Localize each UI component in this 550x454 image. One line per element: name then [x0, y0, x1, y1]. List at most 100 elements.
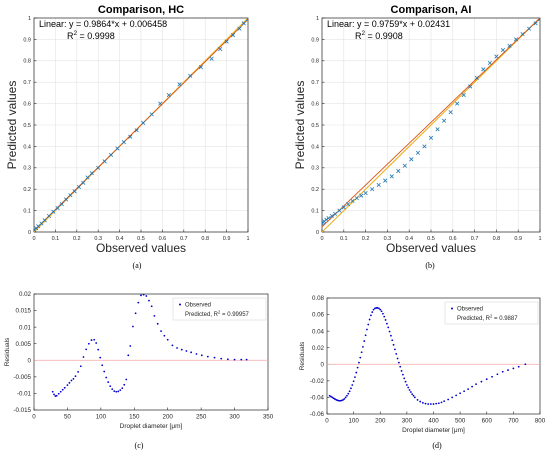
r-squared-label: R: [67, 31, 74, 41]
data-point: [367, 323, 370, 326]
x-tick-label: 0.8: [493, 236, 501, 242]
data-point: [527, 26, 532, 31]
y-tick-label: 0.4: [23, 144, 31, 150]
data-point: [366, 328, 368, 331]
data-point: [79, 365, 82, 368]
x-tick-label: 0.7: [180, 236, 188, 242]
data-point: [402, 163, 407, 168]
data-point: [160, 330, 162, 333]
x-axis-label: Observed values: [96, 241, 186, 255]
data-point: [198, 65, 204, 70]
data-point: [363, 340, 366, 342]
x-tick-label: 350: [263, 414, 274, 421]
legend-predicted-text: Predicted, R: [457, 316, 491, 322]
data-point: [376, 182, 381, 188]
legend-predicted-sup: 2: [218, 310, 221, 315]
data-point: [123, 383, 126, 386]
data-point: [474, 75, 479, 81]
data-point: [359, 356, 362, 359]
data-point: [82, 356, 85, 358]
data-point: [55, 205, 60, 211]
data-point: [70, 379, 73, 382]
y-tick-label: 0.6: [23, 102, 31, 108]
data-point: [348, 390, 351, 393]
figure-caption: (b): [425, 261, 435, 270]
data-point: [487, 60, 492, 66]
data-point: [338, 399, 340, 402]
data-point: [441, 118, 447, 123]
data-point: [68, 193, 73, 198]
data-point: [401, 373, 404, 376]
figure-caption: (c): [135, 441, 144, 450]
data-point: [391, 339, 394, 342]
x-axis-label: Observed values: [386, 241, 476, 255]
r-squared: R2 = 0.9908: [355, 30, 403, 41]
data-point: [432, 403, 435, 405]
data-point: [437, 402, 440, 405]
data-point: [537, 18, 540, 22]
data-point: [451, 396, 454, 399]
x-tick-label: 150: [129, 414, 140, 421]
data-point: [455, 101, 460, 106]
data-point: [113, 390, 116, 393]
data-point: [424, 402, 427, 405]
data-point: [226, 358, 229, 361]
data-point: [378, 307, 380, 310]
x-tick-label: 800: [535, 418, 546, 425]
y-tick-label: -0.005: [13, 374, 31, 381]
data-point: [233, 358, 236, 361]
data-point: [63, 386, 66, 389]
x-tick-label: 1: [246, 236, 249, 242]
data-point: [140, 294, 142, 297]
data-point: [387, 326, 390, 329]
x-tick-label: 100: [348, 418, 359, 425]
data-point: [491, 375, 493, 378]
data-point: [85, 348, 88, 351]
data-point: [64, 197, 69, 202]
data-point: [344, 396, 347, 399]
x-tick-label: 0.5: [137, 236, 145, 242]
data-point: [494, 54, 499, 59]
data-point: [332, 211, 338, 216]
data-point: [177, 82, 182, 87]
legend-observed-marker: [179, 303, 181, 306]
data-point: [351, 384, 354, 386]
y-tick-label: 0.5: [311, 123, 319, 129]
r-squared-value: = 0.9998: [77, 31, 115, 41]
data-point: [513, 37, 519, 42]
chart-title: Comparison, AI: [391, 4, 472, 16]
data-point: [393, 348, 396, 351]
data-point: [471, 385, 474, 388]
plot-area: [34, 18, 248, 232]
figure-caption: (a): [133, 261, 142, 270]
data-point: [103, 370, 106, 373]
legend-predicted-text: Predicted, R: [185, 312, 219, 318]
data-point: [412, 394, 415, 397]
x-tick-label: 500: [455, 418, 466, 425]
data-point: [76, 184, 82, 190]
data-point: [97, 348, 100, 351]
panel-c: 0 50 100 150 200 250 300 350 -0.015 -0.01 -0.005 0 0…: [4, 291, 274, 450]
data-point: [372, 308, 375, 311]
y-tick-label: 0: [316, 230, 319, 236]
data-point: [383, 178, 388, 183]
y-tick-label: 0.08: [312, 295, 325, 302]
data-point: [359, 193, 364, 198]
data-point: [455, 394, 458, 397]
data-point: [475, 383, 477, 386]
data-point: [85, 175, 90, 180]
y-tick-label: 1: [28, 16, 31, 22]
data-point: [90, 339, 93, 341]
data-point: [68, 381, 71, 384]
data-point: [142, 294, 145, 296]
data-point: [163, 334, 166, 337]
y-tick-label: 0.4: [311, 144, 319, 150]
data-point: [46, 213, 52, 219]
data-point: [150, 305, 153, 308]
data-point: [237, 26, 242, 31]
data-point: [356, 366, 359, 369]
legend-observed-marker: [451, 307, 453, 310]
data-point: [166, 92, 171, 98]
data-point: [435, 402, 438, 405]
